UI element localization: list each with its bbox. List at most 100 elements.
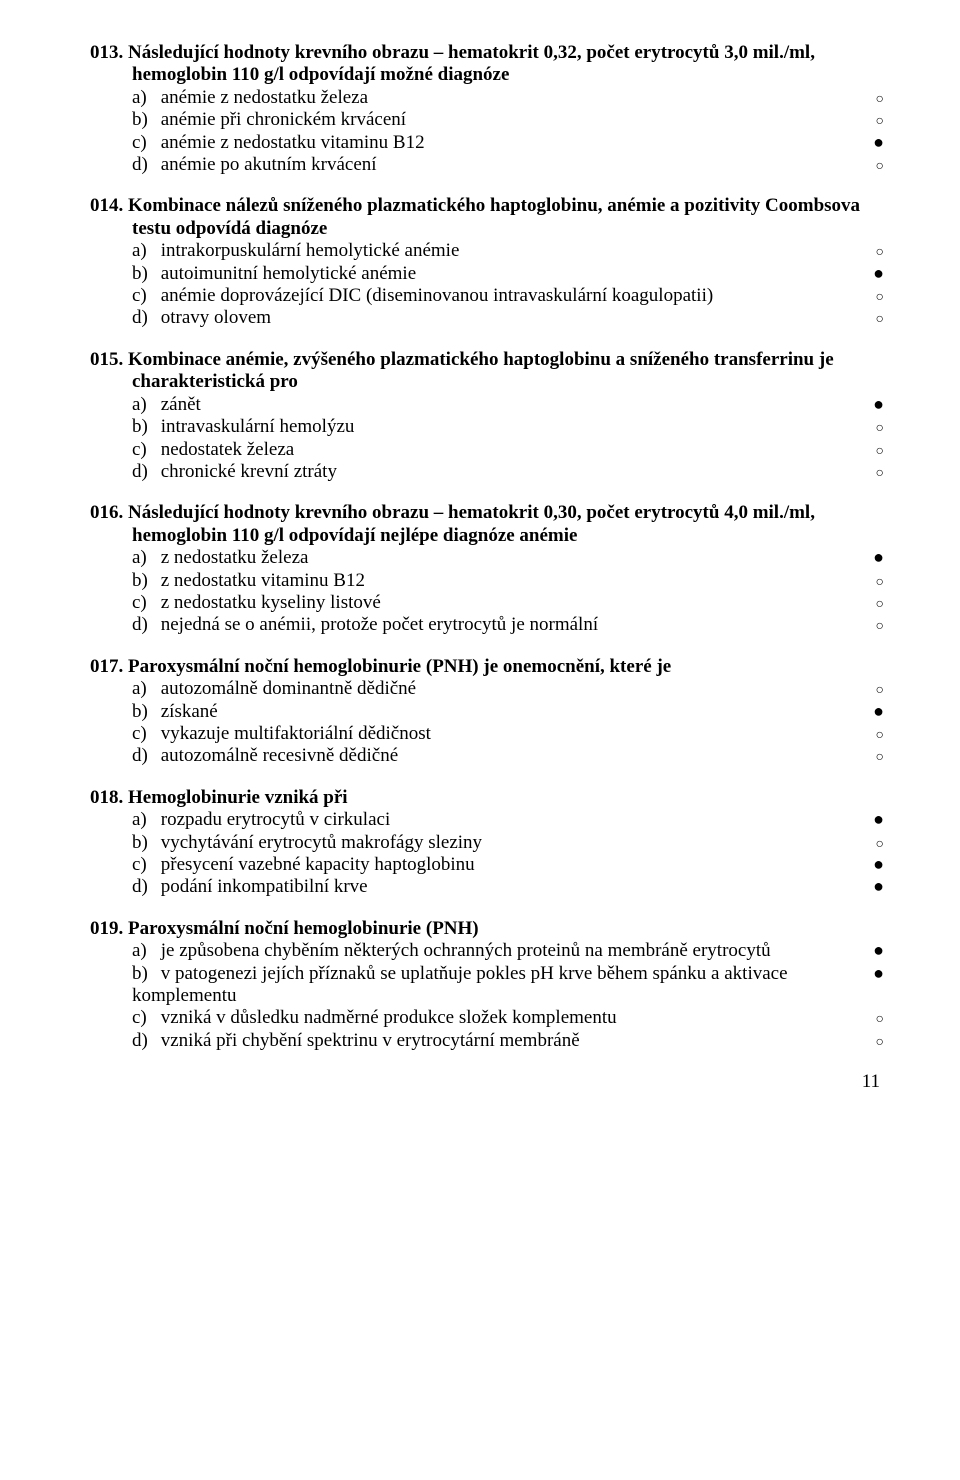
answer-option: d) anémie po akutním krvácení○ [90, 154, 884, 176]
answer-option: c) nedostatek železa○ [90, 439, 884, 461]
page-number: 11 [90, 1071, 884, 1093]
option-text: a) autozomálně dominantně dědičné [132, 678, 866, 700]
option-text: b) získané [132, 701, 866, 723]
answer-option: b) anémie při chronickém krvácení○ [90, 109, 884, 131]
answer-option: a) z nedostatku železa● [90, 547, 884, 569]
marker-incorrect-icon: ○ [866, 114, 884, 131]
marker-incorrect-icon: ○ [866, 159, 884, 176]
option-label: d) [132, 745, 156, 767]
question: 016. Následující hodnoty krevního obrazu… [90, 502, 884, 636]
answer-option: d) podání inkompatibilní krve● [90, 876, 884, 898]
answer-option: d) chronické krevní ztráty○ [90, 461, 884, 483]
option-text: d) anémie po akutním krvácení [132, 154, 866, 176]
answer-option: a) rozpadu erytrocytů v cirkulaci● [90, 809, 884, 831]
option-text: b) intravaskulární hemolýzu [132, 416, 866, 438]
question: 013. Následující hodnoty krevního obrazu… [90, 42, 884, 176]
question: 015. Kombinace anémie, zvýšeného plazmat… [90, 349, 884, 483]
option-text: a) rozpadu erytrocytů v cirkulaci [132, 809, 866, 831]
answer-option: a) autozomálně dominantně dědičné○ [90, 678, 884, 700]
option-text: d) autozomálně recesivně dědičné [132, 745, 866, 767]
option-label: c) [132, 854, 156, 876]
option-text: c) vzniká v důsledku nadměrné produkce s… [132, 1007, 866, 1029]
option-label: d) [132, 614, 156, 636]
option-text: b) anémie při chronickém krvácení [132, 109, 866, 131]
option-label: b) [132, 701, 156, 723]
option-text: c) anémie doprovázející DIC (diseminovan… [132, 285, 866, 307]
answer-option: a) intrakorpuskulární hemolytické anémie… [90, 240, 884, 262]
option-label: a) [132, 394, 156, 416]
question: 014. Kombinace nálezů sníženého plazmati… [90, 195, 884, 329]
answer-option: d) autozomálně recesivně dědičné○ [90, 745, 884, 767]
marker-incorrect-icon: ○ [866, 312, 884, 329]
marker-correct-icon: ● [866, 876, 884, 897]
marker-correct-icon: ● [866, 701, 884, 722]
marker-incorrect-icon: ○ [866, 1012, 884, 1029]
option-label: d) [132, 154, 156, 176]
marker-correct-icon: ● [866, 963, 884, 984]
answer-option: c) přesycení vazebné kapacity haptoglobi… [90, 854, 884, 876]
option-label: a) [132, 240, 156, 262]
question-stem: 016. Následující hodnoty krevního obrazu… [90, 502, 884, 547]
marker-correct-icon: ● [866, 854, 884, 875]
option-text: b) vychytávání erytrocytů makrofágy slez… [132, 832, 866, 854]
option-label: a) [132, 940, 156, 962]
option-text: d) chronické krevní ztráty [132, 461, 866, 483]
answer-option: a) anémie z nedostatku železa○ [90, 87, 884, 109]
option-label: b) [132, 109, 156, 131]
option-text: c) z nedostatku kyseliny listové [132, 592, 866, 614]
question-stem: 017. Paroxysmální noční hemoglobinurie (… [90, 656, 884, 678]
answer-option: d) otravy olovem○ [90, 307, 884, 329]
marker-incorrect-icon: ○ [866, 728, 884, 745]
option-label: a) [132, 547, 156, 569]
answer-option: b) autoimunitní hemolytické anémie● [90, 263, 884, 285]
option-text: d) otravy olovem [132, 307, 866, 329]
option-label: d) [132, 307, 156, 329]
option-label: b) [132, 963, 156, 985]
answer-option: a) je způsobena chyběním některých ochra… [90, 940, 884, 962]
answer-option: b) v patogenezi jejích příznaků se uplat… [90, 963, 884, 1008]
option-label: c) [132, 285, 156, 307]
answer-option: a) zánět● [90, 394, 884, 416]
option-text: d) podání inkompatibilní krve [132, 876, 866, 898]
questions-container: 013. Následující hodnoty krevního obrazu… [90, 42, 884, 1052]
option-label: b) [132, 416, 156, 438]
question-stem: 018. Hemoglobinurie vzniká při [90, 787, 884, 809]
option-label: b) [132, 570, 156, 592]
marker-incorrect-icon: ○ [866, 750, 884, 767]
marker-incorrect-icon: ○ [866, 619, 884, 636]
option-label: a) [132, 678, 156, 700]
marker-incorrect-icon: ○ [866, 683, 884, 700]
option-text: b) z nedostatku vitaminu B12 [132, 570, 866, 592]
marker-incorrect-icon: ○ [866, 421, 884, 438]
marker-correct-icon: ● [866, 263, 884, 284]
option-text: c) přesycení vazebné kapacity haptoglobi… [132, 854, 866, 876]
marker-correct-icon: ● [866, 132, 884, 153]
option-label: c) [132, 439, 156, 461]
option-label: c) [132, 723, 156, 745]
marker-correct-icon: ● [866, 394, 884, 415]
option-text: a) intrakorpuskulární hemolytické anémie [132, 240, 866, 262]
question-stem: 014. Kombinace nálezů sníženého plazmati… [90, 195, 884, 240]
option-text: b) v patogenezi jejích příznaků se uplat… [132, 963, 866, 1008]
answer-option: b) vychytávání erytrocytů makrofágy slez… [90, 832, 884, 854]
option-label: c) [132, 592, 156, 614]
answer-option: b) získané● [90, 701, 884, 723]
question: 018. Hemoglobinurie vzniká přia) rozpadu… [90, 787, 884, 899]
marker-incorrect-icon: ○ [866, 1035, 884, 1052]
option-text: d) vzniká při chybění spektrinu v erytro… [132, 1030, 866, 1052]
option-label: c) [132, 132, 156, 154]
marker-incorrect-icon: ○ [866, 290, 884, 307]
marker-incorrect-icon: ○ [866, 92, 884, 109]
answer-option: c) vykazuje multifaktoriální dědičnost○ [90, 723, 884, 745]
question: 017. Paroxysmální noční hemoglobinurie (… [90, 656, 884, 768]
marker-correct-icon: ● [866, 809, 884, 830]
option-label: d) [132, 876, 156, 898]
marker-incorrect-icon: ○ [866, 466, 884, 483]
marker-incorrect-icon: ○ [866, 444, 884, 461]
option-text: a) zánět [132, 394, 866, 416]
option-label: a) [132, 87, 156, 109]
option-label: b) [132, 832, 156, 854]
option-label: c) [132, 1007, 156, 1029]
page: 013. Následující hodnoty krevního obrazu… [0, 0, 960, 1124]
answer-option: c) anémie z nedostatku vitaminu B12● [90, 132, 884, 154]
